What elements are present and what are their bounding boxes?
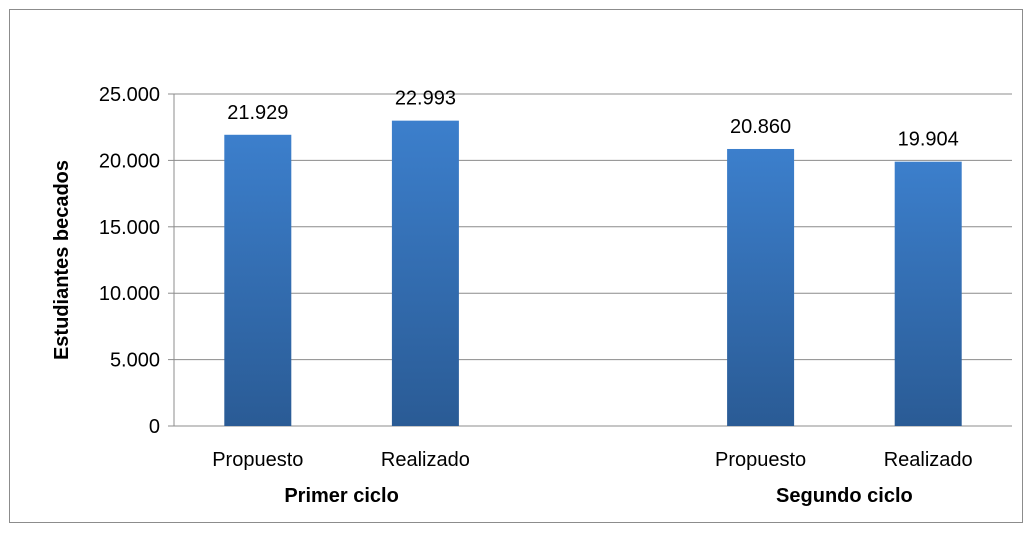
bar (224, 134, 292, 426)
y-tick-label: 10.000 (99, 283, 160, 305)
bar-value-label: 19.904 (898, 129, 959, 151)
y-tick-label: 15.000 (99, 217, 160, 239)
x-group-label: Segundo ciclo (776, 485, 913, 507)
y-tick-label: 0 (149, 416, 160, 438)
bar (391, 120, 459, 427)
x-group-label: Primer ciclo (284, 485, 399, 507)
x-axis-labels: Propuesto Realizado Primer ciclo Propuesto R… (212, 449, 972, 507)
y-tick-label: 5.000 (110, 350, 160, 372)
bar (894, 161, 962, 427)
x-category-label: Realizado (381, 449, 470, 471)
x-category-label: Propuesto (715, 449, 806, 471)
y-tick-label: 25.000 (99, 84, 160, 106)
x-category-label: Realizado (884, 449, 973, 471)
bar-value-label: 20.860 (730, 116, 791, 138)
y-axis-title: Estudiantes becados (51, 160, 73, 360)
y-tick-label: 20.000 (99, 150, 160, 172)
y-axis-ticks: 0 5.000 10.000 15.000 20.000 25.000 (99, 84, 160, 438)
bar-value-label: 21.929 (227, 102, 288, 124)
x-category-label: Propuesto (212, 449, 303, 471)
bar (727, 148, 795, 427)
bar-value-label: 22.993 (395, 88, 456, 110)
gridlines (168, 93, 1012, 427)
bars: 21.929 22.993 20.860 19.904 (224, 88, 962, 427)
chart-frame (9, 9, 1023, 523)
